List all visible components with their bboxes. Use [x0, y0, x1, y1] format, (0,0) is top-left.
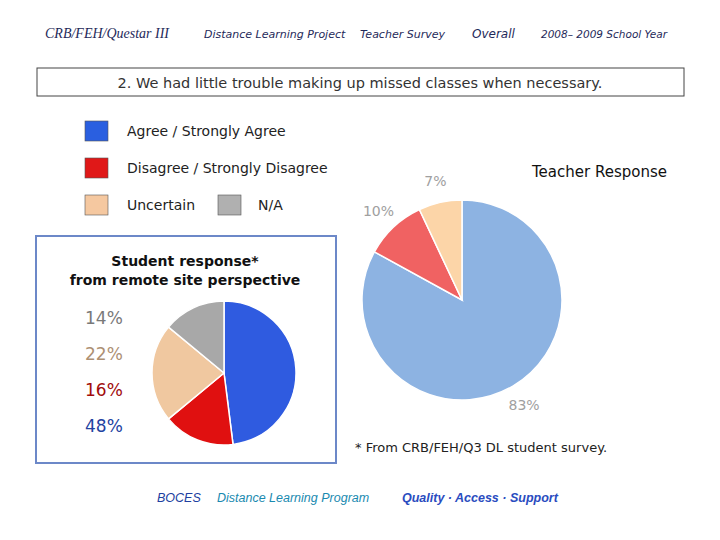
- pie-slice: [169, 301, 224, 373]
- data-label: 10%: [363, 203, 394, 219]
- legend-swatch: [85, 121, 108, 141]
- footer-text: Quality · Access · Support: [402, 491, 559, 505]
- data-label: 83%: [509, 397, 540, 413]
- footnote: * From CRB/FEH/Q3 DL student survey.: [355, 440, 607, 455]
- data-label: 48%: [85, 416, 123, 436]
- pie-chart: Student response* from remote site perspe…: [70, 253, 301, 445]
- pie-slice: [419, 200, 462, 300]
- legend-label: Uncertain: [127, 197, 195, 213]
- question: 2. We had little trouble making up misse…: [118, 75, 603, 91]
- background: [0, 0, 720, 540]
- legend-label: Disagree / Strongly Disagree: [127, 160, 328, 176]
- student-frame: [36, 236, 336, 463]
- title-line: from remote site perspective: [70, 272, 301, 288]
- title-line: Student response*: [111, 253, 259, 269]
- data-label: 22%: [85, 344, 123, 364]
- canvas: CRB/FEH/Questar III Distance Learning Pro…: [0, 0, 720, 540]
- data-label: 7%: [424, 173, 446, 189]
- chart-title: Student response* from remote site perspe…: [70, 253, 301, 288]
- page: {"header": ["CRB/FEH/Questar III", "Dist…: [0, 0, 720, 540]
- legend-label: N/A: [258, 197, 283, 213]
- header-text: Overall: [472, 27, 516, 41]
- data-label: 14%: [85, 308, 123, 328]
- header-text: 2008– 2009 School Year: [541, 28, 668, 40]
- pie-chart: Teacher Response: [362, 163, 667, 400]
- title-line: Teacher Response: [531, 163, 667, 181]
- footer-text: Distance Learning Program: [217, 491, 369, 505]
- pie-slice: [362, 200, 562, 400]
- question-box: [37, 68, 684, 96]
- chart-title: Teacher Response: [531, 163, 667, 181]
- legend-swatch: [85, 195, 108, 215]
- legend-swatch: [85, 158, 108, 178]
- legend-label: Agree / Strongly Agree: [127, 123, 286, 139]
- header-text: Distance Learning Project: [204, 28, 346, 41]
- data-label: 16%: [85, 380, 123, 400]
- footer-text: BOCES: [157, 491, 201, 505]
- pie-slice: [224, 301, 296, 444]
- legend-swatch: [218, 195, 241, 215]
- header-text: CRB/FEH/Questar III: [45, 26, 170, 41]
- header-text: Teacher Survey: [360, 28, 445, 41]
